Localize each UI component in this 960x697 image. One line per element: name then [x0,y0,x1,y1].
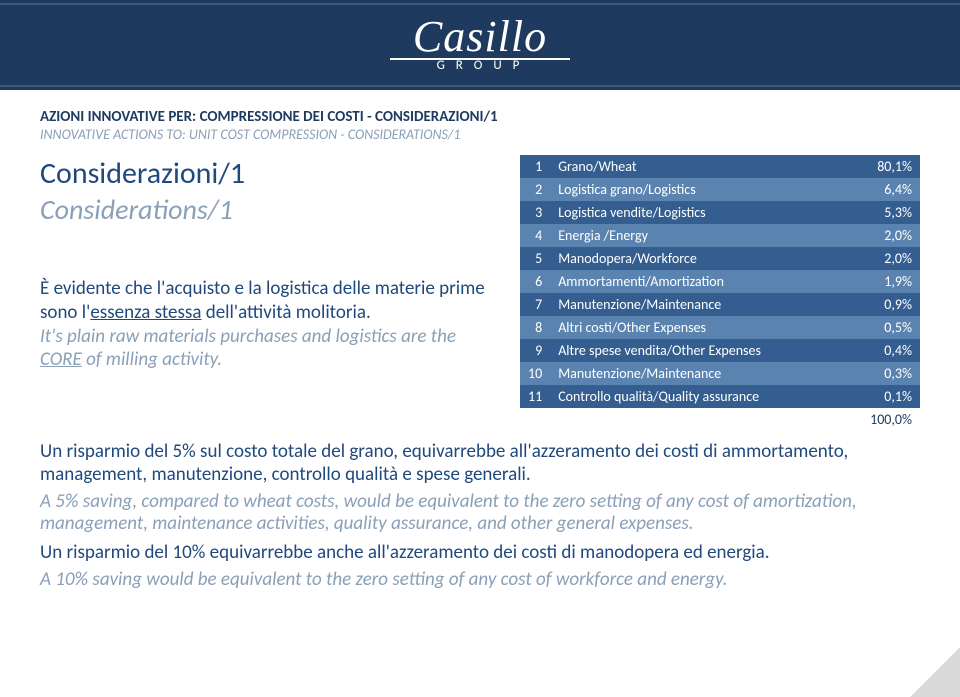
table-row: 4Energia /Energy2,0% [520,224,920,247]
table-row: 9Altre spese vendita/Other Expenses0,4% [520,339,920,362]
left-column: Considerazioni/1 Considerations/1 È evid… [40,155,490,431]
table-total-row: 100,0% [520,408,920,431]
row-label: Grano/Wheat [550,155,850,178]
heading-sub: Considerations/1 [40,192,490,227]
body-text: Un risparmio del 5% sul costo totale del… [40,441,920,592]
row-pct: 2,0% [850,224,920,247]
content-area: AZIONI INNOVATIVE PER: COMPRESSIONE DEI … [0,90,960,592]
row-num: 1 [520,155,550,178]
row-label: Altri costi/Other Expenses [550,316,850,339]
table-row: 3Logistica vendite/Logistics5,3% [520,201,920,224]
logo: Casillo G R O U P [390,17,570,74]
row-label: Manutenzione/Maintenance [550,293,850,316]
table-row: 11Controllo qualità/Quality assurance0,1… [520,385,920,408]
row-num: 8 [520,316,550,339]
section-subtitle: INNOVATIVE ACTIONS TO: UNIT COST COMPRES… [40,126,920,143]
table-row: 6Ammortamenti/Amortization1,9% [520,270,920,293]
row-pct: 0,1% [850,385,920,408]
heading-main: Considerazioni/1 [40,155,490,192]
header-rule-top [0,3,960,5]
intro1c: dell'attività molitoria. [201,301,370,324]
row-num: 3 [520,201,550,224]
row-pct: 0,5% [850,316,920,339]
row-pct: 1,9% [850,270,920,293]
intro2a: It's plain raw materials purchases and l… [40,325,456,348]
row-num: 4 [520,224,550,247]
table-row: 5Manodopera/Workforce2,0% [520,247,920,270]
row-label: Energia /Energy [550,224,850,247]
row-label: Manutenzione/Maintenance [550,362,850,385]
header-bar: Casillo G R O U P [0,0,960,90]
intro2c: of milling activity. [82,348,222,371]
columns: Considerazioni/1 Considerations/1 È evid… [40,155,920,431]
row-num: 10 [520,362,550,385]
row-num: 6 [520,270,550,293]
row-label: Logistica grano/Logistics [550,178,850,201]
intro2b: CORE [40,348,82,371]
row-pct: 0,9% [850,293,920,316]
row-label: Manodopera/Workforce [550,247,850,270]
row-num: 2 [520,178,550,201]
table-total: 100,0% [850,408,920,431]
body-p3: Un risparmio del 10% equivarrebbe anche … [40,542,920,565]
right-column: 1Grano/Wheat80,1%2Logistica grano/Logist… [520,155,920,431]
row-label: Ammortamenti/Amortization [550,270,850,293]
header-rule-bottom [0,85,960,87]
intro-paragraph-2: It's plain raw materials purchases and l… [40,325,490,373]
row-label: Altre spese vendita/Other Expenses [550,339,850,362]
table-row: 7Manutenzione/Maintenance0,9% [520,293,920,316]
table-row: 10Manutenzione/Maintenance0,3% [520,362,920,385]
table-row: 1Grano/Wheat80,1% [520,155,920,178]
table-row: 8Altri costi/Other Expenses0,5% [520,316,920,339]
row-pct: 80,1% [850,155,920,178]
row-num: 7 [520,293,550,316]
intro1b: essenza stessa [90,301,201,324]
page-curl-icon [910,647,960,697]
logo-subtext: G R O U P [437,58,524,73]
row-pct: 2,0% [850,247,920,270]
row-label: Controllo qualità/Quality assurance [550,385,850,408]
cost-table: 1Grano/Wheat80,1%2Logistica grano/Logist… [520,155,920,431]
row-pct: 0,3% [850,362,920,385]
table-row: 2Logistica grano/Logistics6,4% [520,178,920,201]
row-num: 9 [520,339,550,362]
row-pct: 5,3% [850,201,920,224]
body-p4: A 10% saving would be equivalent to the … [40,569,920,592]
logo-text: Casillo [413,17,547,57]
body-p1: Un risparmio del 5% sul costo totale del… [40,441,920,487]
row-pct: 0,4% [850,339,920,362]
row-num: 5 [520,247,550,270]
intro-paragraph-1: È evidente che l'acquisto e la logistica… [40,277,490,325]
body-p2: A 5% saving, compared to wheat costs, wo… [40,491,920,537]
row-pct: 6,4% [850,178,920,201]
row-num: 11 [520,385,550,408]
section-title: AZIONI INNOVATIVE PER: COMPRESSIONE DEI … [40,108,920,126]
row-label: Logistica vendite/Logistics [550,201,850,224]
